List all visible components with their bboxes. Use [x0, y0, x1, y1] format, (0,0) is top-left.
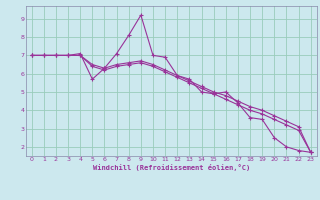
X-axis label: Windchill (Refroidissement éolien,°C): Windchill (Refroidissement éolien,°C) — [92, 164, 250, 171]
